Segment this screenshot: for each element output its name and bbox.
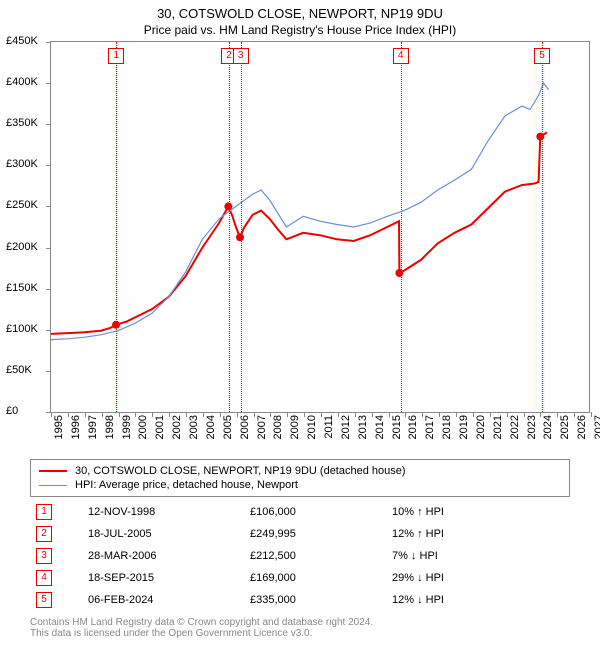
- event-delta: 7% ↓ HPI: [386, 545, 570, 567]
- event-date: 18-SEP-2015: [82, 567, 244, 589]
- event-date: 18-JUL-2005: [82, 523, 244, 545]
- event-row: 2 18-JUL-2005£249,99512% ↑ HPI: [30, 523, 570, 545]
- event-delta: 12% ↑ HPI: [386, 523, 570, 545]
- y-tick-label: £50K: [6, 364, 32, 376]
- x-tick-label: 2011: [323, 415, 335, 439]
- x-tick-label: 1995: [53, 415, 65, 439]
- chart-plot-area: 12345: [50, 41, 590, 413]
- x-tick-label: 2013: [357, 415, 369, 439]
- legend-swatch: [39, 470, 67, 472]
- event-date: 28-MAR-2006: [82, 545, 244, 567]
- footer-line-1: Contains HM Land Registry data © Crown c…: [30, 617, 570, 628]
- x-tick-label: 2009: [289, 415, 301, 439]
- event-marker-line: [241, 42, 242, 412]
- x-tick-label: 2020: [475, 415, 487, 439]
- event-delta: 12% ↓ HPI: [386, 589, 570, 611]
- x-tick-label: 1996: [70, 415, 82, 439]
- event-delta: 29% ↓ HPI: [386, 567, 570, 589]
- event-marker-box: 5: [534, 48, 550, 64]
- event-price: £335,000: [244, 589, 386, 611]
- chart-svg: [51, 42, 589, 412]
- event-number-box: 1: [36, 504, 52, 520]
- x-tick-label: 2007: [256, 415, 268, 439]
- event-number-box: 3: [36, 548, 52, 564]
- event-number-box: 5: [36, 592, 52, 608]
- event-marker-box: 4: [393, 48, 409, 64]
- legend-label: HPI: Average price, detached house, Newp…: [75, 479, 298, 491]
- event-row: 5 06-FEB-2024£335,00012% ↓ HPI: [30, 589, 570, 611]
- y-tick-label: £200K: [6, 241, 38, 253]
- legend-item: 30, COTSWOLD CLOSE, NEWPORT, NP19 9DU (d…: [39, 464, 561, 478]
- event-number-box: 2: [36, 526, 52, 542]
- y-tick-label: £450K: [6, 35, 38, 47]
- y-tick-label: £100K: [6, 323, 38, 335]
- y-tick-label: £150K: [6, 282, 38, 294]
- event-price: £212,500: [244, 545, 386, 567]
- event-row: 3 28-MAR-2006£212,5007% ↓ HPI: [30, 545, 570, 567]
- event-marker-dot: [395, 269, 403, 277]
- x-tick-label: 2004: [205, 415, 217, 439]
- x-tick-label: 2005: [222, 415, 234, 439]
- x-tick-label: 2016: [407, 415, 419, 439]
- series-price_paid: [51, 132, 547, 334]
- x-axis-labels: 1995 1996 1997 1998 1999 2000 2001 2002 2003 2004…: [50, 413, 590, 453]
- event-marker-dot: [536, 133, 544, 141]
- event-date: 06-FEB-2024: [82, 589, 244, 611]
- event-marker-line: [116, 42, 117, 412]
- y-tick-label: £250K: [6, 199, 38, 211]
- x-tick-label: 1997: [87, 415, 99, 439]
- x-tick-label: 2025: [559, 415, 571, 439]
- x-tick-label: 2017: [424, 415, 436, 439]
- event-marker-line: [401, 42, 402, 412]
- x-tick-label: 2018: [441, 415, 453, 439]
- series-hpi: [51, 83, 549, 340]
- event-marker-box: 1: [108, 48, 124, 64]
- event-row: 1 12-NOV-1998£106,00010% ↑ HPI: [30, 501, 570, 523]
- y-tick-label: £400K: [6, 76, 38, 88]
- event-marker-line: [229, 42, 230, 412]
- x-tick-label: 2014: [374, 415, 386, 439]
- y-tick-label: £300K: [6, 158, 38, 170]
- x-tick-label: 1998: [104, 415, 116, 439]
- legend-label: 30, COTSWOLD CLOSE, NEWPORT, NP19 9DU (d…: [75, 465, 406, 477]
- x-tick-label: 2000: [137, 415, 149, 439]
- legend-item: HPI: Average price, detached house, Newp…: [39, 478, 561, 492]
- chart-subtitle: Price paid vs. HM Land Registry's House …: [0, 21, 600, 41]
- x-tick-label: 2027: [593, 415, 600, 439]
- event-row: 4 18-SEP-2015£169,00029% ↓ HPI: [30, 567, 570, 589]
- event-price: £106,000: [244, 501, 386, 523]
- footer-line-2: This data is licensed under the Open Gov…: [30, 628, 570, 639]
- event-marker-box: 3: [233, 48, 249, 64]
- x-tick-label: 2002: [171, 415, 183, 439]
- x-tick-label: 2019: [458, 415, 470, 439]
- footer-attribution: Contains HM Land Registry data © Crown c…: [30, 617, 570, 639]
- x-tick-label: 2006: [239, 415, 251, 439]
- event-delta: 10% ↑ HPI: [386, 501, 570, 523]
- x-tick-label: 2015: [391, 415, 403, 439]
- x-tick-label: 2001: [154, 415, 166, 439]
- x-tick-label: 2024: [542, 415, 554, 439]
- x-tick-label: 2012: [340, 415, 352, 439]
- x-tick-label: 2022: [509, 415, 521, 439]
- events-table: 1 12-NOV-1998£106,00010% ↑ HPI 2 18-JUL-200…: [30, 501, 570, 611]
- event-price: £169,000: [244, 567, 386, 589]
- x-tick-label: 2023: [526, 415, 538, 439]
- y-tick-label: £350K: [6, 117, 38, 129]
- event-date: 12-NOV-1998: [82, 501, 244, 523]
- event-marker-line: [542, 42, 543, 412]
- y-tick-label: £0: [6, 405, 18, 417]
- x-tick-label: 1999: [121, 415, 133, 439]
- x-tick-label: 2026: [576, 415, 588, 439]
- chart-legend: 30, COTSWOLD CLOSE, NEWPORT, NP19 9DU (d…: [30, 459, 570, 497]
- x-tick-label: 2003: [188, 415, 200, 439]
- legend-swatch: [39, 485, 67, 486]
- x-tick-label: 2010: [306, 415, 318, 439]
- chart-title: 30, COTSWOLD CLOSE, NEWPORT, NP19 9DU: [0, 0, 600, 21]
- event-price: £249,995: [244, 523, 386, 545]
- event-number-box: 4: [36, 570, 52, 586]
- x-tick-label: 2008: [272, 415, 284, 439]
- x-tick-label: 2021: [492, 415, 504, 439]
